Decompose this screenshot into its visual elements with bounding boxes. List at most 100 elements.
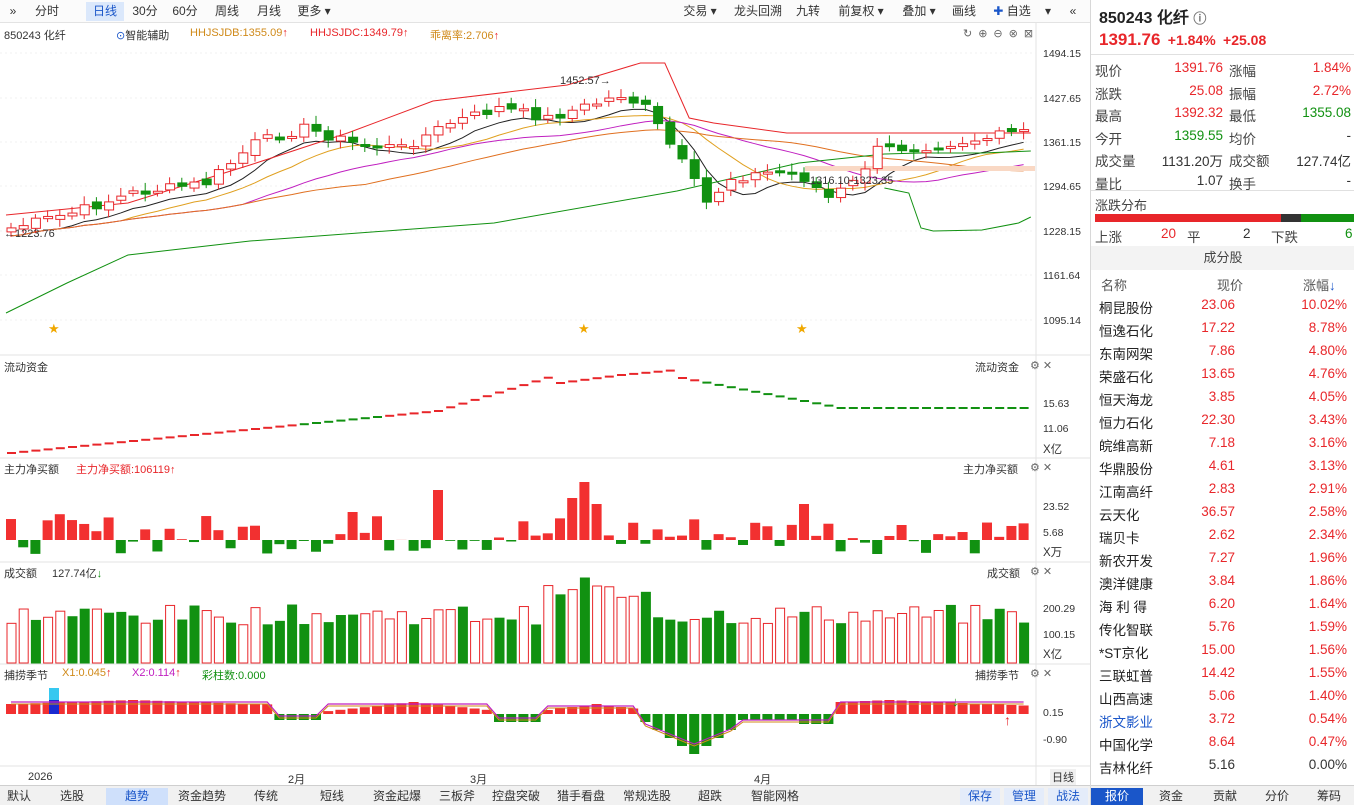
support-band bbox=[805, 166, 1035, 171]
component-name: 云天化 bbox=[1099, 508, 1140, 523]
volume-bar bbox=[323, 622, 334, 664]
component-row[interactable]: 江南高纤 2.83 2.91% bbox=[1091, 478, 1354, 501]
tab-fund[interactable]: 资金 bbox=[1158, 789, 1183, 803]
info-icon[interactable]: ⓘ bbox=[1193, 11, 1207, 26]
tab-chips[interactable]: 筹码 bbox=[1316, 789, 1341, 803]
tab-rixian[interactable]: 日线 bbox=[86, 2, 124, 21]
vol-tick: 100.15 bbox=[1043, 629, 1076, 641]
adjust-menu[interactable]: 前复权 ▾ bbox=[838, 4, 884, 18]
tab-three-axe[interactable]: 三板斧 bbox=[438, 789, 475, 803]
net-bar bbox=[799, 504, 809, 540]
save-button[interactable]: 保存 bbox=[960, 788, 1000, 805]
tab-select-stock[interactable]: 选股 bbox=[59, 789, 84, 803]
season-bar bbox=[799, 714, 809, 724]
season-bar bbox=[628, 708, 639, 714]
component-row[interactable]: 海 利 得 6.20 1.64% bbox=[1091, 593, 1354, 616]
component-row[interactable]: 传化智联 5.76 1.59% bbox=[1091, 616, 1354, 639]
col-name[interactable]: 名称 bbox=[1101, 278, 1128, 293]
component-row[interactable]: 恒天海龙 3.85 4.05% bbox=[1091, 386, 1354, 409]
net-bar bbox=[433, 490, 443, 540]
candle-body bbox=[18, 225, 29, 230]
stat-row-volume-amount: 成交量 1131.20万 成交额 127.74亿 bbox=[1091, 147, 1354, 170]
col-price[interactable]: 现价 bbox=[1217, 278, 1244, 293]
tab-control-break[interactable]: 控盘突破 bbox=[491, 789, 540, 803]
dist-title: 涨跌分布 bbox=[1095, 198, 1148, 213]
tab-more[interactable]: 更多 ▾ bbox=[297, 4, 331, 18]
trade-menu[interactable]: 交易 ▾ bbox=[683, 4, 717, 18]
component-row[interactable]: 恒力石化 22.30 3.43% bbox=[1091, 409, 1354, 432]
net-settings-icon[interactable]: ⚙ ✕ bbox=[1030, 462, 1053, 474]
flow-settings-icon[interactable]: ⚙ ✕ bbox=[1030, 360, 1053, 372]
draw-line-button[interactable]: 画线 bbox=[951, 4, 976, 18]
season-bar bbox=[652, 714, 663, 730]
tab-yuexian[interactable]: 月线 bbox=[256, 4, 281, 18]
component-row[interactable]: 澳洋健康 3.84 1.86% bbox=[1091, 570, 1354, 593]
tab-routine[interactable]: 常规选股 bbox=[622, 789, 671, 803]
strategy-button[interactable]: 战法 bbox=[1048, 788, 1088, 805]
component-row[interactable]: 荣盛石化 13.65 4.76% bbox=[1091, 363, 1354, 386]
volume-bar bbox=[6, 622, 17, 664]
collapse-left-icon[interactable]: » bbox=[9, 4, 17, 18]
candle-body bbox=[860, 168, 871, 184]
tab-short-line[interactable]: 短线 bbox=[319, 789, 344, 803]
season-bar bbox=[701, 714, 712, 746]
component-row[interactable]: 华鼎股份 4.61 3.13% bbox=[1091, 455, 1354, 478]
component-pct: 1.64% bbox=[1308, 596, 1347, 611]
vol-tick: 200.29 bbox=[1043, 603, 1076, 615]
component-row[interactable]: 恒逸石化 17.22 8.78% bbox=[1091, 317, 1354, 340]
season-settings-icon[interactable]: ⚙ ✕ bbox=[1030, 668, 1053, 680]
tab-fund-trend[interactable]: 资金趋势 bbox=[177, 789, 226, 803]
tab-default[interactable]: 默认 bbox=[6, 789, 31, 803]
tab-quote[interactable]: 报价 bbox=[1091, 788, 1143, 805]
leader-trace-button[interactable]: 龙头回溯 bbox=[733, 4, 782, 18]
component-row[interactable]: 吉林化纤 5.16 0.00% bbox=[1091, 754, 1354, 777]
tab-smart-grid[interactable]: 智能网格 bbox=[750, 789, 799, 803]
up-arrow-icon: ↑ bbox=[1004, 712, 1011, 728]
manage-button[interactable]: 管理 bbox=[1004, 788, 1044, 805]
vol-settings-icon[interactable]: ⚙ ✕ bbox=[1030, 566, 1053, 578]
tab-30min[interactable]: 30分 bbox=[132, 4, 158, 18]
season-bar bbox=[274, 714, 285, 720]
tab-hunter[interactable]: 猎手看盘 bbox=[556, 789, 605, 803]
component-row[interactable]: 三联虹普 14.42 1.55% bbox=[1091, 662, 1354, 685]
watchlist-dropdown-icon[interactable]: ▾ bbox=[1044, 4, 1052, 18]
nine-turn-button[interactable]: 九转 bbox=[795, 4, 820, 18]
tab-60min[interactable]: 60分 bbox=[172, 4, 198, 18]
date-mode-label[interactable]: 日线 bbox=[1050, 769, 1076, 785]
component-pct: 8.78% bbox=[1308, 320, 1347, 335]
col-pct[interactable]: 涨幅↓ bbox=[1303, 278, 1336, 293]
season-bar bbox=[896, 700, 907, 714]
tab-trend[interactable]: 趋势 bbox=[106, 788, 168, 805]
tab-price-dist[interactable]: 分价 bbox=[1264, 789, 1289, 803]
component-name: 荣盛石化 bbox=[1099, 370, 1153, 385]
component-row[interactable]: 皖维高新 7.18 3.16% bbox=[1091, 432, 1354, 455]
collapse-right-icon[interactable]: « bbox=[1069, 4, 1077, 18]
component-row[interactable]: 云天化 36.57 2.58% bbox=[1091, 501, 1354, 524]
tab-contribution[interactable]: 贡献 bbox=[1212, 789, 1237, 803]
component-row[interactable]: 桐昆股份 23.06 10.02% bbox=[1091, 294, 1354, 317]
overlay-menu[interactable]: 叠加 ▾ bbox=[902, 4, 936, 18]
add-watchlist-button[interactable]: ✚ 自选 bbox=[993, 4, 1031, 18]
smart-assist-toggle[interactable]: ⊙智能辅助 bbox=[116, 30, 170, 42]
main-panel-controls[interactable]: ↻⊕⊖⊗⊠ bbox=[963, 28, 1040, 40]
bottom-tab-bar: 默认 选股 趋势 资金趋势 传统 短线 资金起爆 三板斧 控盘突破 猎手看盘 常… bbox=[0, 785, 1090, 805]
component-pct: 2.58% bbox=[1308, 504, 1347, 519]
component-row[interactable]: 浙文影业 3.72 0.54% bbox=[1091, 708, 1354, 731]
component-price: 5.06 bbox=[1208, 688, 1235, 703]
stat-label: 今开 bbox=[1095, 131, 1122, 147]
component-row[interactable]: 中国化学 8.64 0.47% bbox=[1091, 731, 1354, 754]
net-bar bbox=[420, 540, 431, 549]
component-row[interactable]: 新农开发 7.27 1.96% bbox=[1091, 547, 1354, 570]
tab-traditional[interactable]: 传统 bbox=[253, 789, 278, 803]
chart-area[interactable]: ★ ★ ★ ↓ ↑ 850243 化纤 ⊙智能辅助 HHJSJDB:1355.09↑ H… bbox=[0, 23, 1090, 786]
chart-canvas[interactable]: ★ ★ ★↓↑ bbox=[0, 23, 1090, 785]
component-row[interactable]: 东南网架 7.86 4.80% bbox=[1091, 340, 1354, 363]
tab-fund-burst[interactable]: 资金起爆 bbox=[372, 789, 421, 803]
component-row[interactable]: *ST京化 15.00 1.56% bbox=[1091, 639, 1354, 662]
volume-bar bbox=[445, 609, 456, 664]
component-row[interactable]: 瑞贝卡 2.62 2.34% bbox=[1091, 524, 1354, 547]
tab-fenshi[interactable]: 分时 bbox=[34, 4, 59, 18]
tab-zhouxian[interactable]: 周线 bbox=[214, 4, 239, 18]
component-row[interactable]: 山西高速 5.06 1.40% bbox=[1091, 685, 1354, 708]
tab-oversold[interactable]: 超跌 bbox=[697, 789, 722, 803]
